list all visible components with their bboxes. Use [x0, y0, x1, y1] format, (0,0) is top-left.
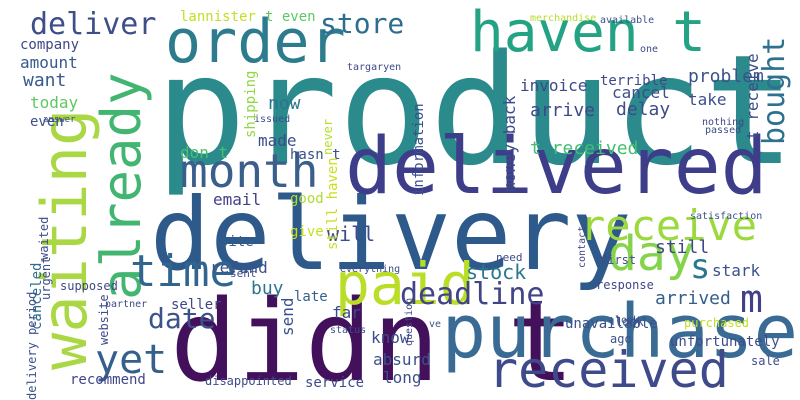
word-money-back: money back [500, 95, 519, 192]
word-know: know [371, 328, 410, 347]
word-store: store [320, 7, 405, 40]
word-contact: contact [577, 225, 588, 268]
word-arrive: arrive [530, 100, 596, 121]
word-purchased: purchased [684, 316, 750, 330]
word-arrived: arrived [655, 288, 731, 309]
word-paid: paid [335, 250, 475, 318]
word-cancel: cancel [612, 83, 670, 102]
word-give: give [290, 224, 324, 240]
word-recommend: recommend [70, 372, 146, 388]
word-now: now [268, 93, 301, 114]
word-status: status [330, 325, 367, 336]
word-first: first [600, 253, 637, 267]
word-invoice: invoice [520, 76, 588, 95]
word-bought: bought [757, 36, 792, 145]
word-receive: receive [580, 201, 758, 250]
word-company: company [20, 37, 80, 53]
word-s: s [690, 247, 711, 287]
word-delay: delay [616, 99, 671, 120]
word-disappointed: disappointed [205, 374, 292, 388]
word-look: look [615, 315, 644, 329]
word-late: late [294, 289, 328, 305]
word-haven-t: haven t [470, 0, 707, 65]
word-supposed: supposed [60, 279, 118, 293]
word-issued: issued [254, 114, 291, 125]
word-want: want [23, 70, 67, 91]
word-available: available [600, 15, 655, 26]
word-absurd: absurd [373, 350, 431, 369]
word-day: day [608, 226, 695, 282]
word-shipping: shipping [243, 70, 259, 138]
word-problem: problem [688, 66, 764, 87]
word-date: date [148, 302, 216, 335]
word-urgent: urgent [39, 256, 53, 300]
word-never: never [321, 118, 335, 155]
word-don-t: don t [180, 143, 229, 162]
word-didn-t: didn t [170, 277, 575, 400]
word-deadline: deadline [400, 277, 545, 312]
word-still: still [655, 237, 710, 258]
word-t-even: t even [265, 9, 316, 25]
word-response: response [596, 278, 654, 292]
word-product: product [155, 22, 796, 199]
word-look: look [615, 315, 640, 326]
word-yet: yet [95, 337, 168, 383]
word-received: received [488, 341, 729, 399]
word-merchandise: merchandise [530, 13, 597, 24]
word-time: time [130, 246, 236, 297]
word-everything: everything [340, 264, 401, 275]
word-amount: amount [20, 53, 78, 72]
word-answer: answer [43, 115, 76, 125]
word-sent: sent [230, 267, 257, 280]
word-unfortunately: unfortunately [670, 334, 780, 350]
word-terrible: terrible [600, 73, 668, 89]
word-delivered: delivered [345, 122, 768, 212]
word-good: good [290, 191, 324, 207]
word-take: take [688, 90, 727, 109]
word-will: will [327, 222, 376, 246]
word-m: m [740, 277, 763, 321]
word-ago: ago [610, 332, 632, 346]
word-one: one [640, 44, 659, 55]
word-nothing: nothing [702, 117, 745, 128]
word-partner: partner [105, 299, 148, 310]
word-even: even [30, 114, 64, 130]
word-ve: ve [429, 319, 442, 330]
word-seller: seller [171, 297, 222, 313]
word-purchase: purchase [441, 289, 798, 375]
word-t-receive: t receive [743, 53, 762, 140]
word-long: long [383, 368, 422, 387]
word-deliver: deliver [30, 7, 157, 42]
word-need: need [496, 251, 523, 264]
word-sale: sale [751, 354, 780, 368]
word-hasn-t: hasn t [290, 147, 341, 163]
word-satisfaction: satisfaction [690, 211, 763, 222]
word-today: today [30, 93, 79, 112]
word-month: month [180, 144, 319, 198]
word-delivery-period: delivery period [25, 291, 39, 400]
word-lannister: lannister [180, 9, 256, 25]
word-information: information [411, 103, 427, 196]
word-far: far [332, 303, 361, 322]
word-order: order [165, 7, 346, 77]
word-email: email [213, 190, 262, 209]
word-t-received: t received [530, 138, 639, 159]
word-site: site [220, 234, 254, 250]
word-passed: passed [705, 125, 742, 136]
word-made: made [258, 131, 297, 150]
word-stock: stock [466, 260, 527, 284]
word-waited: waited [37, 216, 51, 260]
word-delivery: delivery [150, 176, 632, 293]
word-stark: stark [712, 261, 761, 280]
word-buy: buy [251, 278, 284, 299]
word-refund: refund [210, 258, 268, 277]
word-unavailable: unavailable [565, 316, 658, 332]
word-question: question [404, 297, 415, 346]
word-service: service [305, 375, 365, 391]
word-targaryen: targaryen [347, 62, 402, 73]
word-still-haven: still haven [325, 157, 341, 250]
word-send: send [278, 297, 297, 336]
